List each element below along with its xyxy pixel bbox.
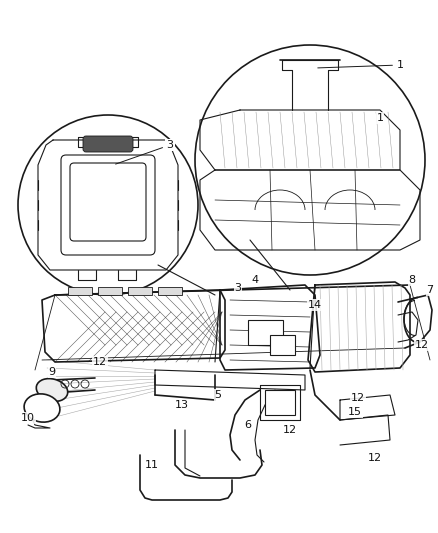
FancyBboxPatch shape <box>83 136 133 152</box>
Text: 12: 12 <box>368 453 382 463</box>
Text: 12: 12 <box>93 357 107 367</box>
Bar <box>128 287 152 295</box>
Text: 4: 4 <box>251 275 258 285</box>
Bar <box>248 320 283 345</box>
Text: 12: 12 <box>415 340 429 350</box>
Ellipse shape <box>24 394 60 422</box>
Bar <box>270 335 295 355</box>
Text: 15: 15 <box>348 407 362 417</box>
Text: 12: 12 <box>351 393 365 403</box>
Ellipse shape <box>36 378 68 401</box>
Text: 1: 1 <box>318 60 403 70</box>
Bar <box>158 287 182 295</box>
Text: 13: 13 <box>175 400 189 410</box>
Text: 1: 1 <box>377 113 384 123</box>
Bar <box>265 390 295 415</box>
Text: 12: 12 <box>283 425 297 435</box>
Text: 14: 14 <box>308 300 322 310</box>
Text: 8: 8 <box>409 275 416 285</box>
Text: 10: 10 <box>21 413 35 423</box>
Text: 7: 7 <box>427 285 434 295</box>
Bar <box>68 287 92 295</box>
Bar <box>98 287 122 295</box>
Text: 9: 9 <box>49 367 56 377</box>
FancyBboxPatch shape <box>70 163 146 241</box>
Text: 6: 6 <box>244 420 251 430</box>
Text: 11: 11 <box>145 460 159 470</box>
Text: 5: 5 <box>215 390 222 400</box>
Text: 3: 3 <box>116 140 173 164</box>
Text: 3: 3 <box>234 283 241 293</box>
